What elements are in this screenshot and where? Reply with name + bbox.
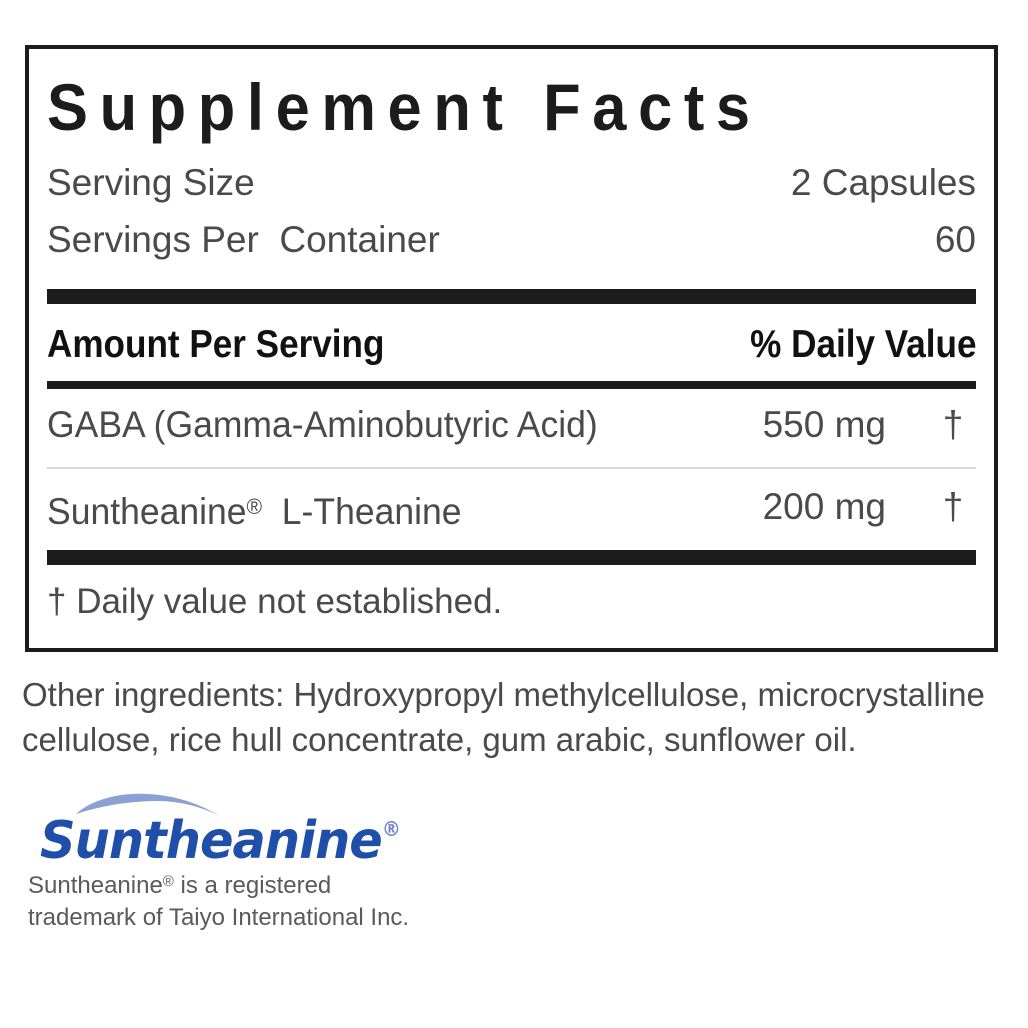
nutrient-name: GABA (Gamma-Aminobutyric Acid) [47, 397, 598, 453]
nutrient-amount: 200 mg [762, 486, 886, 527]
amount-per-serving-header: Amount Per Serving [47, 323, 385, 366]
registered-trademark-icon: ® [381, 817, 401, 841]
serving-size-row: Serving Size 2 Capsules [47, 159, 976, 207]
serving-size-label: Serving Size [47, 162, 255, 203]
divider-above-footnote [47, 550, 976, 565]
table-header-row: Amount Per Serving % Daily Value [47, 317, 976, 373]
swoosh-icon [74, 792, 222, 818]
nutrient-daily-value: † [942, 404, 964, 445]
divider-between-nutrient-rows [47, 467, 976, 469]
nutrient-name-text: GABA (Gamma-Aminobutyric Acid) [47, 404, 598, 445]
trademark-note-line1-prefix: Suntheanine [28, 872, 163, 899]
other-ingredients-text: Other ingredients: Hydroxypropyl methylc… [22, 676, 985, 758]
trademark-note: Suntheanine® is a registered trademark of… [28, 866, 498, 934]
serving-size-value: 2 Capsules [790, 162, 976, 203]
registered-trademark-icon: ® [162, 873, 174, 890]
table-row: GABA (Gamma-Aminobutyric Acid) 550 mg † [47, 397, 976, 453]
servings-per-container-label: Servings Per Container [47, 219, 440, 260]
panel-inner: Supplement Facts Serving Size 2 Capsules… [47, 49, 976, 648]
nutrient-name: Suntheanine® L-Theanine [47, 479, 462, 540]
nutrient-name-suffix: L-Theanine [262, 491, 462, 532]
divider-below-table-header [47, 381, 976, 389]
nutrient-daily-value: † [942, 486, 964, 527]
trademark-note-line1-suffix: is a registered [173, 872, 332, 899]
daily-value-header: % Daily Value [749, 323, 976, 366]
supplement-facts-panel: Supplement Facts Serving Size 2 Capsules… [25, 45, 998, 652]
divider-above-table-header [47, 289, 976, 304]
servings-per-container-row: Servings Per Container 60 [47, 216, 976, 264]
daily-value-footnote: † Daily value not established. [47, 582, 503, 621]
suntheanine-logo: Suntheanine® [22, 792, 452, 871]
trademark-note-line2: trademark of Taiyo International Inc. [28, 904, 410, 931]
suntheanine-wordmark-text: Suntheanine [40, 811, 383, 871]
table-row: Suntheanine® L-Theanine 200 mg † [47, 479, 976, 535]
servings-per-container-value: 60 [934, 219, 976, 260]
registered-trademark-icon: ® [246, 494, 263, 519]
nutrient-amount: 550 mg [762, 404, 886, 445]
panel-title: Supplement Facts [47, 70, 762, 144]
suntheanine-wordmark: Suntheanine® [40, 798, 401, 872]
nutrient-name-text: Suntheanine [47, 491, 247, 532]
